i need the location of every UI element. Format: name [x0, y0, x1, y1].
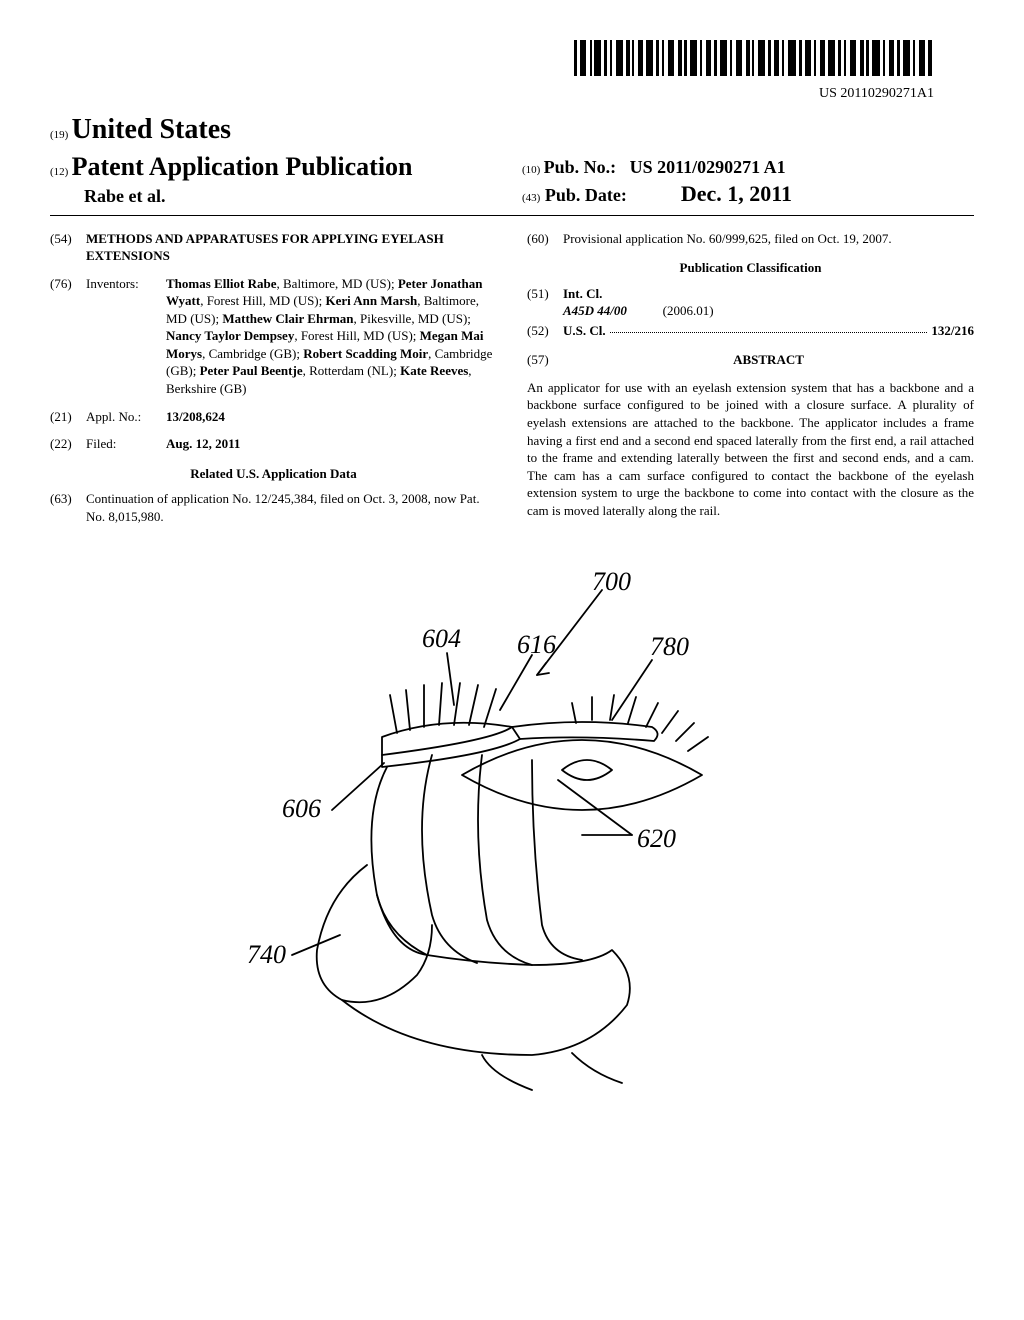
appl-no-row: (21) Appl. No.: 13/208,624 — [50, 408, 497, 426]
ref-700: 700 — [592, 567, 631, 596]
inventors-code: (76) — [50, 275, 86, 398]
uscl-value: 132/216 — [931, 322, 974, 340]
invention-title: METHODS AND APPARATUSES FOR APPLYING EYE… — [86, 230, 497, 265]
provisional-row: (60) Provisional application No. 60/999,… — [527, 230, 974, 248]
continuation-text: Continuation of application No. 12/245,3… — [86, 490, 497, 525]
code-19: (19) — [50, 129, 68, 141]
pub-no-label: Pub. No.: — [544, 157, 617, 177]
provisional-text: Provisional application No. 60/999,625, … — [563, 230, 974, 248]
separator-line — [50, 215, 974, 216]
code-63: (63) — [50, 490, 86, 525]
abstract-heading: ABSTRACT — [733, 352, 804, 367]
biblio-columns: (54) METHODS AND APPARATUSES FOR APPLYIN… — [50, 230, 974, 536]
filed-value: Aug. 12, 2011 — [166, 436, 240, 451]
appl-no-label: Appl. No.: — [86, 408, 166, 426]
uscl-code: (52) — [527, 322, 563, 340]
publication-type: Patent Application Publication — [72, 152, 413, 181]
inventor-location: , Forest Hill, MD (US); — [294, 328, 419, 343]
ref-604: 604 — [422, 624, 461, 653]
inventor-location: , Forest Hill, MD (US); — [200, 293, 325, 308]
uscl-row: (52) U.S. Cl. 132/216 — [527, 322, 974, 340]
filed-row: (22) Filed: Aug. 12, 2011 — [50, 435, 497, 453]
inventor-location: , Cambridge (GB); — [202, 346, 303, 361]
filed-label: Filed: — [86, 435, 166, 453]
ref-780: 780 — [650, 632, 689, 661]
inventor-location: , Baltimore, MD (US); — [277, 276, 398, 291]
filed-code: (22) — [50, 435, 86, 453]
ref-606: 606 — [282, 794, 321, 823]
classification-heading: Publication Classification — [527, 259, 974, 277]
barcode-graphic — [574, 40, 934, 81]
right-column: (60) Provisional application No. 60/999,… — [527, 230, 974, 536]
abstract-heading-row: (57) ABSTRACT — [527, 351, 974, 369]
inventor-name: Peter Paul Beentje — [200, 363, 303, 378]
inventor-name: Nancy Taylor Dempsey — [166, 328, 294, 343]
uscl-dots — [610, 322, 928, 333]
inventor-name: Thomas Elliot Rabe — [166, 276, 277, 291]
figure-area: 700 604 616 780 606 620 740 — [50, 555, 974, 1100]
code-43: (43) — [522, 192, 540, 204]
country-name: United States — [72, 114, 231, 145]
intcl-year: (2006.01) — [663, 303, 714, 318]
pub-date: Dec. 1, 2011 — [681, 181, 792, 206]
intcl-row: (51) Int. Cl. A45D 44/00 (2006.01) — [527, 285, 974, 320]
inventors-row: (76) Inventors: Thomas Elliot Rabe, Balt… — [50, 275, 497, 398]
appl-no-value: 13/208,624 — [166, 409, 225, 424]
header-block: (19) United States (12) Patent Applicati… — [50, 111, 974, 208]
inventor-name: Robert Scadding Moir — [303, 346, 428, 361]
intcl-label: Int. Cl. — [563, 286, 602, 301]
uscl-label: U.S. Cl. — [563, 322, 606, 340]
inventor-name: Keri Ann Marsh — [326, 293, 418, 308]
figure-svg: 700 604 616 780 606 620 740 — [232, 555, 792, 1095]
title-code: (54) — [50, 230, 86, 265]
appl-no-code: (21) — [50, 408, 86, 426]
pub-no: US 2011/0290271 A1 — [630, 157, 786, 177]
pub-date-label: Pub. Date: — [545, 185, 627, 205]
inventor-name: Matthew Clair Ehrman — [222, 311, 353, 326]
abstract-code: (57) — [527, 351, 563, 369]
ref-616: 616 — [517, 630, 556, 659]
abstract-text: An applicator for use with an eyelash ex… — [527, 379, 974, 519]
barcode-area — [50, 40, 974, 81]
continuation-row: (63) Continuation of application No. 12/… — [50, 490, 497, 525]
inventors-list: Thomas Elliot Rabe, Baltimore, MD (US); … — [166, 275, 497, 398]
title-row: (54) METHODS AND APPARATUSES FOR APPLYIN… — [50, 230, 497, 265]
inventor-name: Kate Reeves — [400, 363, 468, 378]
code-12: (12) — [50, 166, 68, 178]
intcl-code: (51) — [527, 285, 563, 320]
ref-740: 740 — [247, 940, 286, 969]
ref-620: 620 — [637, 824, 676, 853]
inventor-location: , Pikesville, MD (US); — [354, 311, 471, 326]
code-60: (60) — [527, 230, 563, 248]
barcode-pub-number: US 20110290271A1 — [50, 85, 934, 104]
inventors-label: Inventors: — [86, 275, 166, 398]
left-column: (54) METHODS AND APPARATUSES FOR APPLYIN… — [50, 230, 497, 536]
code-10: (10) — [522, 164, 540, 176]
inventor-location: , Rotterdam (NL); — [303, 363, 400, 378]
related-heading: Related U.S. Application Data — [50, 465, 497, 483]
authors-header: Rabe et al. — [84, 186, 165, 206]
intcl-class: A45D 44/00 — [563, 303, 627, 318]
